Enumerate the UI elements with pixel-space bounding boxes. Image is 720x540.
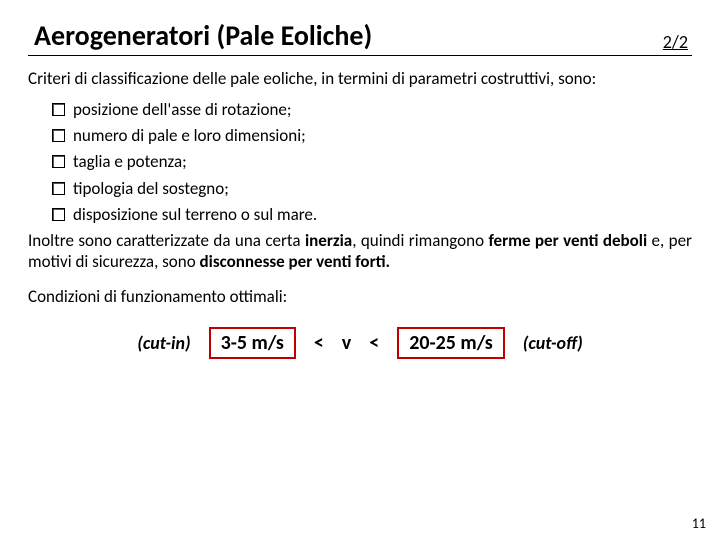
- para-bold: disconnesse per venti forti.: [200, 251, 391, 272]
- slide-number: 11: [692, 515, 706, 532]
- bullet-text: tipologia del sostegno;: [73, 178, 229, 200]
- less-than-icon: <: [314, 331, 324, 355]
- bullet-list: posizione dell'asse di rotazione; numero…: [28, 99, 692, 225]
- header: Aerogeneratori (Pale Eoliche) 2/2: [28, 18, 692, 56]
- para-text: Inoltre sono caratterizzate da una certa: [28, 230, 305, 251]
- para-bold: ferme per venti deboli: [488, 230, 647, 251]
- bullet-text: taglia e potenza;: [73, 151, 187, 173]
- conditions-label: Condizioni di funzionamento ottimali:: [28, 286, 692, 307]
- intro-text: Criteri di classificazione delle pale eo…: [28, 68, 692, 89]
- bullet-text: numero di pale e loro dimensioni;: [73, 125, 306, 147]
- square-bullet-icon: [52, 182, 65, 195]
- bullet-text: disposizione sul terreno o sul mare.: [73, 204, 317, 226]
- less-than-icon: <: [369, 331, 379, 355]
- formula: (cut-in) 3-5 m/s < v < 20-25 m/s (cut-of…: [28, 327, 692, 359]
- variable-v: v: [342, 331, 351, 355]
- page-indicator: 2/2: [663, 31, 692, 53]
- slide-title: Aerogeneratori (Pale Eoliche): [28, 18, 372, 53]
- low-range-box: 3-5 m/s: [209, 327, 296, 359]
- cut-off-label: (cut-off): [523, 332, 583, 354]
- para-bold: inerzia: [305, 230, 352, 251]
- list-item: numero di pale e loro dimensioni;: [52, 125, 692, 147]
- high-range-box: 20-25 m/s: [397, 327, 505, 359]
- square-bullet-icon: [52, 155, 65, 168]
- paragraph: Inoltre sono caratterizzate da una certa…: [28, 230, 692, 273]
- list-item: disposizione sul terreno o sul mare.: [52, 204, 692, 226]
- bullet-text: posizione dell'asse di rotazione;: [73, 99, 291, 121]
- square-bullet-icon: [52, 103, 65, 116]
- para-text: , quindi rimangono: [352, 230, 488, 251]
- list-item: tipologia del sostegno;: [52, 178, 692, 200]
- square-bullet-icon: [52, 208, 65, 221]
- cut-in-label: (cut-in): [137, 332, 190, 354]
- list-item: posizione dell'asse di rotazione;: [52, 99, 692, 121]
- square-bullet-icon: [52, 129, 65, 142]
- list-item: taglia e potenza;: [52, 151, 692, 173]
